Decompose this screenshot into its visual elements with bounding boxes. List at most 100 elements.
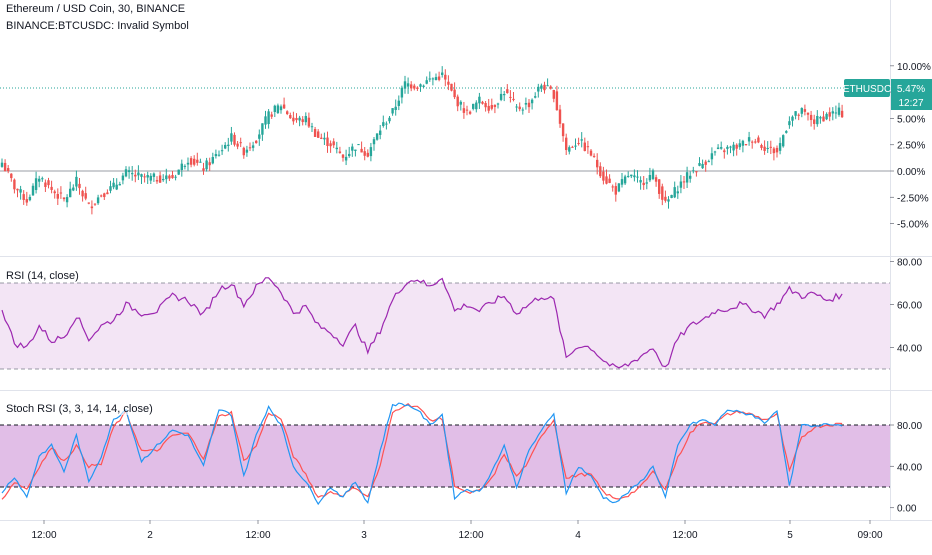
candle-up: [819, 117, 822, 119]
candle-up: [667, 199, 670, 202]
candle-down: [360, 148, 363, 153]
candle-up: [137, 172, 140, 176]
candle-down: [589, 150, 593, 156]
candle-up: [211, 157, 214, 164]
candle-up: [831, 111, 834, 114]
candle-up: [140, 174, 143, 177]
time-tick-label: 12:00: [458, 530, 483, 541]
candle-up: [351, 146, 354, 151]
candle-up: [124, 169, 128, 177]
candle-down: [202, 168, 205, 171]
candle-down: [506, 89, 509, 94]
candle-up: [716, 147, 720, 150]
candle-up: [131, 173, 134, 175]
candle-up: [245, 149, 249, 153]
candle-down: [155, 180, 159, 182]
comparison-notice[interactable]: BINANCE:BTCUSDC: Invalid Symbol: [6, 20, 189, 32]
candle-down: [592, 155, 596, 157]
stoch-k-line: [1, 402, 843, 506]
ticker-badge[interactable]: ETHUSDC 5.47% 12:27: [843, 79, 932, 110]
stoch-label[interactable]: Stoch RSI (3, 3, 14, 14, close): [6, 403, 153, 415]
candle-up: [785, 131, 788, 133]
candle-up: [28, 196, 32, 201]
candle-up: [732, 144, 735, 151]
candle-up: [379, 130, 382, 135]
candle-down: [614, 186, 617, 195]
time-axis[interactable]: 12:00 2 12:00 3 12:00 4 12:00 5 09:00: [31, 520, 883, 541]
candle-down: [410, 84, 413, 89]
candle-up: [298, 117, 301, 121]
candle-down: [735, 144, 738, 149]
candle-up: [354, 149, 357, 151]
candle-down: [282, 104, 286, 109]
candle-up: [388, 117, 391, 122]
candle-up: [720, 147, 723, 149]
candle-down: [490, 105, 493, 109]
candle-up: [369, 147, 373, 157]
candle-down: [723, 150, 726, 153]
candle-up: [38, 178, 41, 182]
candle-down: [332, 141, 335, 146]
candle-up: [537, 86, 540, 92]
candle-up: [673, 187, 676, 198]
candle-down: [326, 137, 329, 147]
candle-down: [341, 154, 345, 158]
candle-up: [230, 133, 233, 142]
candle-down: [242, 147, 245, 156]
candle-down: [87, 202, 90, 204]
rsi-axis-tick-label: 60.00: [897, 301, 922, 312]
candle-up: [75, 176, 78, 187]
candle-up: [382, 122, 385, 126]
candle-down: [313, 129, 317, 137]
rsi-label[interactable]: RSI (14, close): [6, 270, 79, 282]
candle-down: [134, 174, 137, 177]
candle-down: [583, 142, 586, 151]
chart-title[interactable]: Ethereum / USD Coin, 30, BINANCE: [6, 3, 186, 15]
candle-down: [143, 176, 146, 178]
rsi-axis-tick-label: 40.00: [897, 344, 922, 355]
candle-down: [239, 142, 242, 144]
candle-down: [561, 123, 565, 137]
candle-down: [270, 114, 273, 117]
pane-dividers: [0, 0, 932, 521]
candle-up: [65, 197, 69, 203]
candle-down: [828, 112, 831, 117]
candle-down: [654, 177, 658, 182]
candle-down: [317, 131, 320, 138]
candle-down: [661, 186, 664, 200]
candle-up: [220, 150, 224, 152]
candle-up: [425, 80, 428, 84]
rsi-axis[interactable]: 80.00 60.00 40.00: [890, 258, 922, 355]
candle-up: [623, 176, 627, 184]
candle-up: [472, 103, 475, 109]
candle-up: [258, 134, 261, 139]
candle-up: [214, 154, 218, 157]
price-axis-tick-label: -5.00%: [897, 220, 929, 231]
candle-up: [648, 174, 652, 181]
candle-down: [10, 173, 13, 179]
candle-down: [106, 192, 109, 195]
candle-up: [19, 189, 22, 193]
candle-up: [72, 187, 75, 191]
candle-down: [301, 119, 304, 123]
candle-up: [574, 145, 577, 147]
candle-up: [726, 146, 729, 149]
candle-up: [344, 156, 348, 161]
candle-down: [22, 194, 25, 200]
candle-up: [394, 106, 397, 111]
candle-down: [295, 118, 298, 121]
candle-up: [227, 144, 230, 146]
candle-up: [279, 106, 283, 111]
candle-down: [59, 192, 63, 194]
candle-down: [208, 162, 211, 166]
candle-down: [168, 175, 171, 179]
price-axis-tick-label: 2.50%: [897, 141, 925, 152]
candle-down: [803, 109, 807, 112]
candle-down: [7, 168, 10, 172]
candle-up: [403, 81, 407, 89]
stoch-axis[interactable]: 80.00 40.00 0.00: [890, 421, 922, 515]
candle-down: [255, 140, 258, 144]
candle-up: [335, 147, 338, 150]
